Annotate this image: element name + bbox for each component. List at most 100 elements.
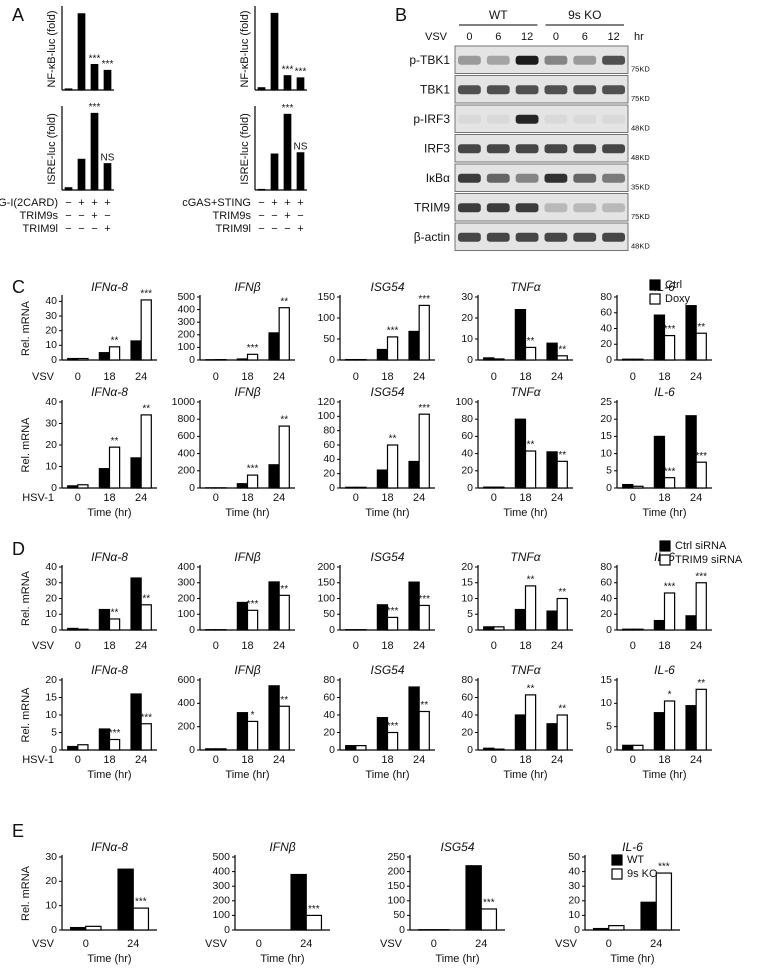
significance: *** xyxy=(418,594,430,605)
bar xyxy=(653,712,666,751)
bar xyxy=(408,330,420,361)
blot-band xyxy=(515,55,539,65)
blot-marker: 48KD xyxy=(631,153,650,162)
y-tick-label: 20 xyxy=(600,608,612,620)
legend-swatch xyxy=(611,854,623,866)
y-tick-label: 50 xyxy=(323,333,335,345)
chart-title: IFNβ xyxy=(234,385,260,399)
blot-band xyxy=(544,173,568,183)
bar xyxy=(236,712,249,751)
y-tick-label: 40 xyxy=(323,453,335,465)
y-tick-label: 60 xyxy=(600,307,612,319)
y-tick-label: 0 xyxy=(51,924,57,936)
bar xyxy=(278,705,290,751)
y-tick-label: 40 xyxy=(45,396,57,408)
y-tick-label: 200 xyxy=(177,465,195,477)
significance: ** xyxy=(280,584,288,595)
x-tick-label: 0 xyxy=(75,371,81,383)
blot-unit: hr xyxy=(634,31,644,43)
legend-label: Ctrl xyxy=(665,279,682,291)
blot-band xyxy=(515,114,539,124)
blot-band xyxy=(544,114,568,124)
significance: ** xyxy=(558,704,566,715)
y-tick-label: 20 xyxy=(461,726,473,738)
significance: *** xyxy=(387,721,399,732)
bar xyxy=(556,460,568,489)
lane-label: 6 xyxy=(495,31,501,43)
bar xyxy=(608,925,625,931)
bar xyxy=(85,925,102,931)
y-tick-label: 200 xyxy=(177,329,195,341)
condition-sign: − xyxy=(297,210,303,222)
condition-sign: + xyxy=(78,197,84,209)
bar xyxy=(270,153,279,191)
bar xyxy=(663,700,676,751)
row-label: VSV xyxy=(32,938,55,950)
y-tick-label: 10 xyxy=(45,339,57,351)
x-axis-label: Time (hr) xyxy=(610,953,654,965)
significance: ** xyxy=(527,575,535,586)
y-tick-label: 40 xyxy=(568,865,580,877)
y-axis-label: Rel. mRNA xyxy=(20,865,32,921)
y-tick-label: 20 xyxy=(600,338,612,350)
condition-sign: − xyxy=(65,210,71,222)
y-tick-label: 40 xyxy=(45,295,57,307)
bar xyxy=(546,610,558,631)
x-axis-label: Time (hr) xyxy=(642,507,686,519)
x-axis-label: Time (hr) xyxy=(225,507,269,519)
y-tick-label: 30 xyxy=(45,577,57,589)
y-tick-label: 10 xyxy=(568,909,580,921)
bar xyxy=(98,468,111,489)
lane-label: 0 xyxy=(466,31,472,43)
bar xyxy=(695,332,707,361)
bar xyxy=(108,738,121,751)
bar xyxy=(108,446,121,489)
x-tick-label: 18 xyxy=(103,640,115,652)
bar xyxy=(408,460,420,489)
y-axis-label: Rel. mRNA xyxy=(20,570,32,626)
chart-title: IL-6 xyxy=(622,840,643,854)
x-tick-label: 18 xyxy=(103,754,115,766)
significance: *** xyxy=(247,343,259,354)
y-tick-label: 20 xyxy=(323,467,335,479)
y-tick-label: 25 xyxy=(600,396,612,408)
chart-title: TNFα xyxy=(510,663,541,677)
y-tick-label: 40 xyxy=(461,709,473,721)
chart-title: IFNα-8 xyxy=(91,840,128,854)
condition-sign: + xyxy=(284,197,290,209)
y-tick-label: 15 xyxy=(600,674,612,686)
bar xyxy=(77,628,89,631)
blot-row-label: p-IRF3 xyxy=(413,112,450,126)
chart-title: IFNβ xyxy=(234,550,260,564)
bar xyxy=(215,748,227,751)
x-tick-label: 24 xyxy=(413,754,425,766)
blot-band xyxy=(515,144,539,154)
significance: *** xyxy=(664,466,676,477)
legend-label: 9s KO xyxy=(627,868,658,880)
x-tick-label: 24 xyxy=(413,492,425,504)
blot-treatment: VSV xyxy=(425,31,448,43)
bar xyxy=(663,592,676,631)
x-tick-label: 18 xyxy=(519,754,531,766)
blot-row-label: TBK1 xyxy=(420,82,450,96)
y-tick-label: 30 xyxy=(568,880,580,892)
significance: ** xyxy=(280,296,288,307)
y-tick-label: 40 xyxy=(323,709,335,721)
y-axis-label: Rel. mRNA xyxy=(20,687,32,743)
bar xyxy=(268,464,280,489)
significance: *** xyxy=(664,582,676,593)
condition-sign: + xyxy=(91,197,97,209)
bar xyxy=(418,413,430,489)
bar xyxy=(483,747,495,751)
bar xyxy=(408,581,420,631)
y-tick-label: 20 xyxy=(45,324,57,336)
x-tick-label: 0 xyxy=(491,754,497,766)
condition-sign: − xyxy=(65,223,71,235)
y-tick-label: 0 xyxy=(467,744,473,756)
x-tick-label: 24 xyxy=(135,640,147,652)
condition-label: TRIM9s xyxy=(213,210,252,222)
x-tick-label: 0 xyxy=(630,640,636,652)
bar xyxy=(77,744,89,751)
condition-sign: − xyxy=(258,197,264,209)
x-tick-label: 18 xyxy=(519,492,531,504)
